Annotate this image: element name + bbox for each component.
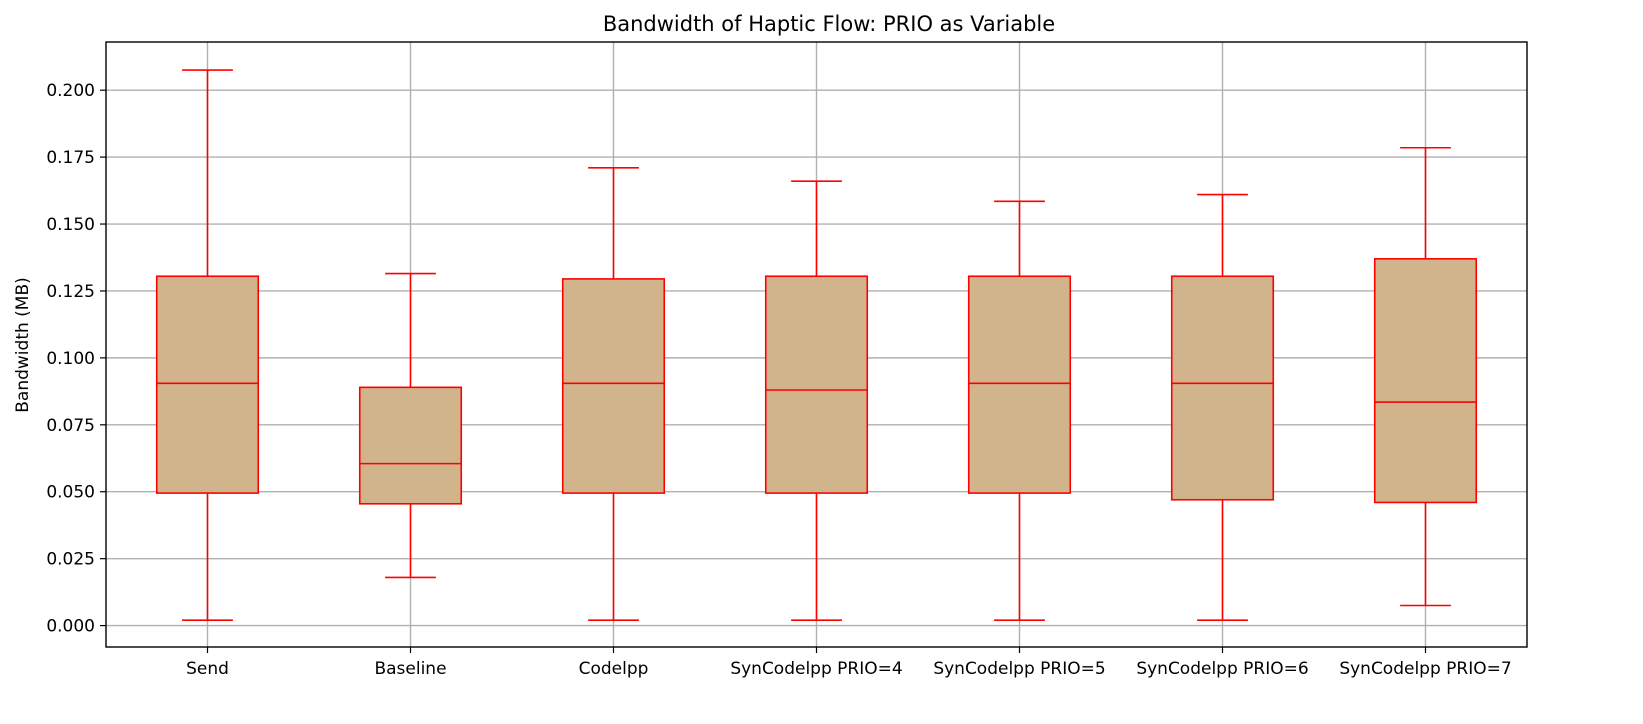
y-tick-label: 0.050 [46,483,95,503]
iqr-box [1170,275,1275,501]
x-tick-label: Baseline [374,659,446,679]
iqr-box [1373,258,1478,504]
y-tick-label: 0.025 [46,550,95,570]
x-tick-label: SynCodelpp PRIO=5 [933,659,1105,679]
x-tick-label: SynCodelpp PRIO=6 [1136,659,1308,679]
y-tick-label: 0.125 [46,282,95,302]
y-tick-label: 0.000 [46,617,95,637]
iqr-box [967,275,1072,494]
chart-title: Bandwidth of Haptic Flow: PRIO as Variab… [603,12,1055,36]
box-2 [561,167,666,622]
x-tick-label: SynCodelpp PRIO=4 [730,659,902,679]
iqr-box [561,278,666,494]
y-tick-label: 0.200 [46,81,95,101]
box-layer [155,69,1478,622]
x-tick-label: Codelpp [579,659,649,679]
x-tick-label: SynCodelpp PRIO=7 [1339,659,1511,679]
y-tick-label: 0.175 [46,148,95,168]
iqr-box [764,275,869,494]
box-3 [764,180,869,622]
iqr-box [358,386,463,505]
y-tick-label: 0.075 [46,416,95,436]
box-4 [967,200,1072,622]
box-0 [155,69,260,622]
x-tick-label: Send [186,659,229,679]
tick-layer: 0.000 0.025 0.050 0.075 0.100 0.125 0.150 0.175… [46,81,1511,679]
box-6 [1373,146,1478,607]
y-axis-label: Bandwidth (MB) [13,277,33,413]
y-tick-label: 0.150 [46,215,95,235]
box-5 [1170,193,1275,622]
iqr-box [155,275,260,494]
box-1 [358,272,463,579]
y-tick-label: 0.100 [46,349,95,369]
